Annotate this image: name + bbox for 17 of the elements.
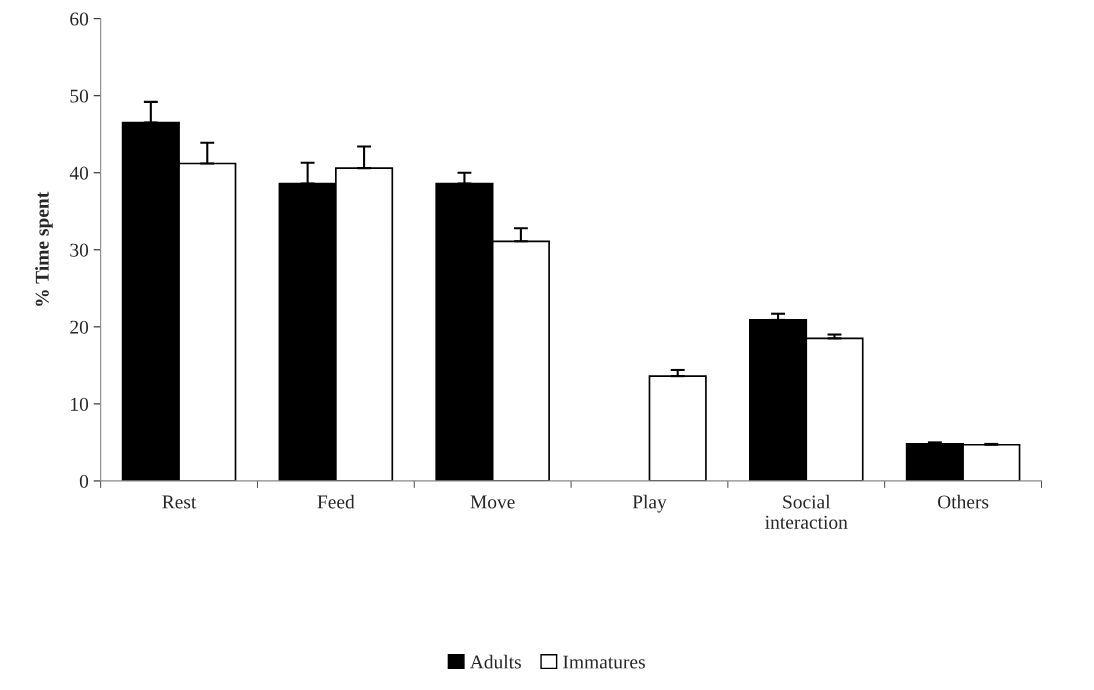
x-tick-label: Rest xyxy=(162,495,197,509)
x-tick-label: Play xyxy=(632,494,667,513)
y-tick-label: 30 xyxy=(70,243,89,257)
y-tick-label: 60 xyxy=(70,12,89,26)
bar xyxy=(648,375,707,481)
x-tick-label: Move xyxy=(470,495,515,509)
x-tick-label: Others xyxy=(937,494,989,509)
y-axis-title: % Time spent xyxy=(35,191,53,306)
x-tick-label: Social interaction xyxy=(765,494,848,529)
x-tick-label: Feed xyxy=(317,494,355,509)
y-tick-label: 10 xyxy=(71,397,89,411)
y-tick-label: 50 xyxy=(70,89,89,103)
legend-label: Immatures xyxy=(563,655,645,669)
y-tick-label: 40 xyxy=(69,166,89,180)
y-tick-label: 20 xyxy=(70,320,89,334)
legend-label: Adults xyxy=(469,654,521,669)
y-tick-label: 0 xyxy=(79,474,89,488)
